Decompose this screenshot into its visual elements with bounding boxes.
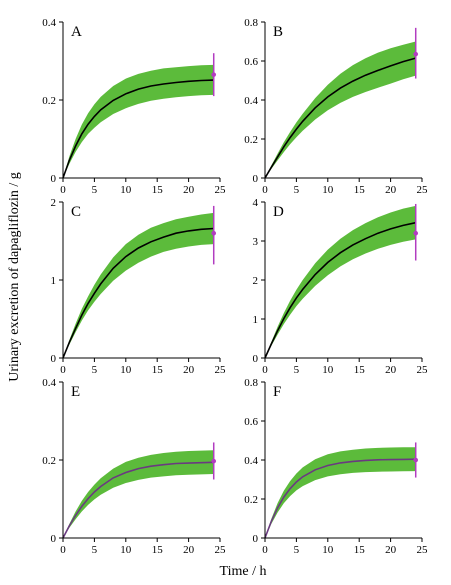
- x-tick-label: 25: [215, 544, 227, 556]
- x-tick-label: 0: [262, 184, 268, 196]
- observed-point: [413, 457, 419, 463]
- prediction-band: [63, 450, 214, 538]
- panel-letter: A: [71, 24, 82, 40]
- y-tick-label: 2: [51, 197, 57, 209]
- prediction-band: [63, 212, 214, 358]
- median-line: [264, 458, 416, 539]
- x-tick-label: 15: [152, 364, 164, 376]
- x-tick-label: 25: [417, 184, 429, 196]
- y-tick-label: 0.2: [42, 95, 56, 107]
- x-tick-label: 5: [294, 364, 300, 376]
- y-tick-label: 0: [51, 353, 57, 365]
- panel-letter: E: [71, 384, 80, 400]
- panel-letter: C: [71, 204, 81, 220]
- x-tick-label: 15: [152, 544, 164, 556]
- y-tick-label: 2: [253, 275, 259, 287]
- x-tick-label: 10: [322, 184, 334, 196]
- x-tick-label: 20: [385, 364, 397, 376]
- x-tick-label: 15: [152, 184, 164, 196]
- x-tick-label: 10: [120, 184, 132, 196]
- observed-point: [211, 458, 217, 464]
- y-tick-label: 0.6: [244, 416, 258, 428]
- x-tick-label: 25: [417, 364, 429, 376]
- prediction-band: [265, 41, 416, 178]
- y-tick-label: 0: [253, 533, 259, 545]
- prediction-band: [63, 64, 214, 178]
- y-axis-title: Urinary excretion of dapagliflozin / g: [7, 172, 22, 382]
- y-tick-label: 0: [51, 533, 57, 545]
- y-tick-label: 0.4: [244, 95, 258, 107]
- x-tick-label: 20: [183, 364, 195, 376]
- y-tick-label: 0.2: [244, 494, 258, 506]
- x-tick-label: 25: [215, 364, 227, 376]
- x-tick-label: 10: [120, 544, 132, 556]
- panel-letter: D: [273, 204, 284, 220]
- y-tick-label: 0.8: [244, 17, 258, 29]
- x-tick-label: 0: [60, 184, 66, 196]
- observed-point: [413, 230, 419, 236]
- median-line: [62, 79, 214, 179]
- panel-letter: F: [273, 384, 281, 400]
- y-tick-label: 1: [51, 275, 57, 287]
- median-line: [264, 221, 416, 359]
- y-tick-label: 0.2: [42, 455, 56, 467]
- x-tick-label: 25: [215, 184, 227, 196]
- y-tick-label: 0.2: [244, 134, 258, 146]
- x-tick-label: 20: [385, 184, 397, 196]
- y-tick-label: 0.4: [42, 17, 56, 29]
- prediction-band: [265, 447, 416, 538]
- chart-panel-d: 0 5 10 15 20 25 0 1 2 3 4 D: [253, 197, 429, 376]
- chart-panel-f: 0 5 10 15 20 25 0 0.2 0.4 0.6 0.8 F: [244, 377, 428, 556]
- y-tick-label: 0: [51, 173, 57, 185]
- x-tick-label: 5: [92, 184, 98, 196]
- x-tick-label: 15: [354, 544, 366, 556]
- y-tick-label: 0.8: [244, 377, 258, 389]
- y-tick-label: 3: [253, 236, 259, 248]
- x-tick-label: 0: [60, 364, 66, 376]
- x-tick-label: 5: [92, 544, 98, 556]
- x-tick-label: 20: [183, 184, 195, 196]
- y-tick-label: 0.6: [244, 56, 258, 68]
- x-tick-label: 0: [60, 544, 66, 556]
- x-tick-label: 25: [417, 544, 429, 556]
- x-tick-label: 10: [322, 364, 334, 376]
- x-tick-label: 15: [354, 364, 366, 376]
- x-tick-label: 20: [385, 544, 397, 556]
- x-tick-label: 15: [354, 184, 366, 196]
- x-tick-label: 0: [262, 364, 268, 376]
- observed-point: [211, 72, 217, 77]
- chart-panel-b: 0 5 10 15 20 25 0 0.2 0.4 0.6 0.8 B: [244, 17, 428, 196]
- observed-point: [413, 51, 419, 57]
- chart-panel-e: 0 5 10 15 20 25 0 0.2 0.4 E: [42, 377, 226, 556]
- x-tick-label: 5: [92, 364, 98, 376]
- chart-panel-c: 0 5 10 15 20 25 0 1 2 C: [51, 197, 227, 376]
- median-line: [264, 57, 416, 179]
- panel-letter: B: [273, 24, 283, 40]
- y-tick-label: 0.4: [42, 377, 56, 389]
- x-tick-label: 20: [183, 544, 195, 556]
- x-tick-label: 0: [262, 544, 268, 556]
- x-tick-label: 5: [294, 544, 300, 556]
- x-tick-label: 10: [322, 544, 334, 556]
- x-tick-label: 5: [294, 184, 300, 196]
- median-line: [62, 461, 214, 539]
- chart-panel-a: 0 5 10 15 20 25 0 0.2 0.4 A: [42, 17, 226, 196]
- y-tick-label: 0: [253, 353, 259, 365]
- y-tick-label: 0: [253, 173, 259, 185]
- y-tick-label: 4: [253, 197, 259, 209]
- x-tick-label: 10: [120, 364, 132, 376]
- y-tick-label: 1: [253, 314, 259, 326]
- observed-point: [211, 230, 217, 236]
- y-tick-label: 0.4: [244, 455, 258, 467]
- x-axis-title: Time / h: [220, 564, 267, 579]
- prediction-band: [265, 205, 416, 358]
- median-line: [62, 227, 214, 359]
